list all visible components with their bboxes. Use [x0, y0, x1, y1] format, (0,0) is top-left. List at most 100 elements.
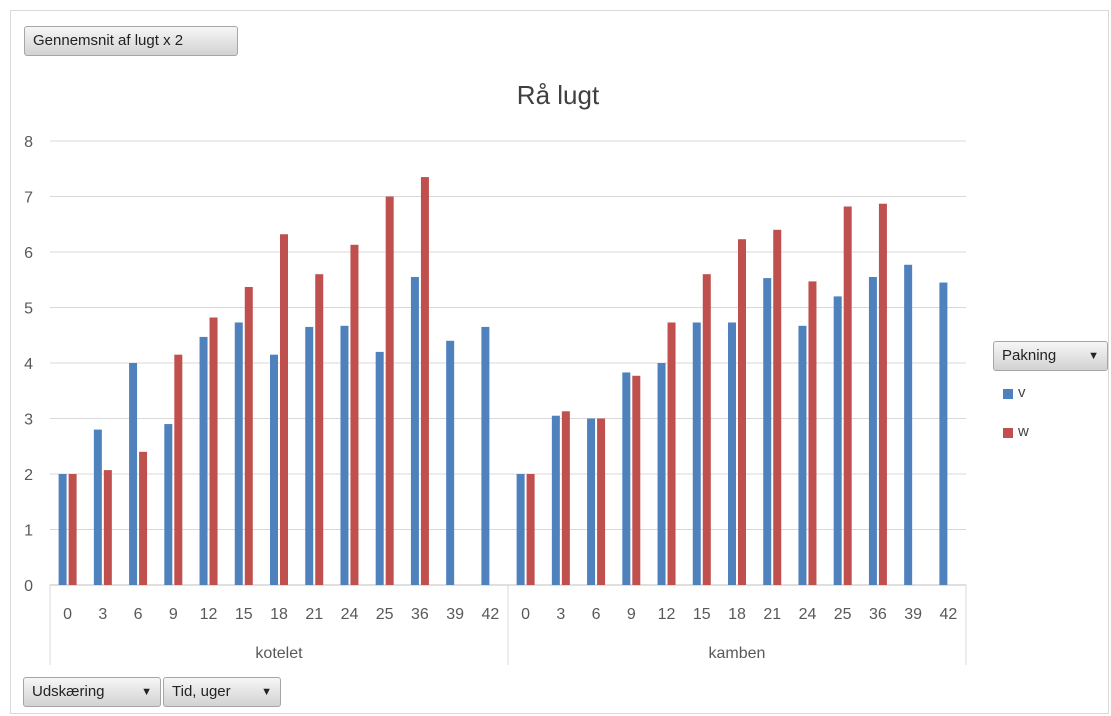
bar-w — [878, 203, 887, 585]
legend-swatch-v — [1003, 389, 1013, 399]
y-tick-label: 6 — [24, 245, 33, 262]
cut-filter-label: Udskæring — [32, 683, 105, 700]
y-tick-label: 3 — [24, 412, 33, 429]
x-tick-label: 39 — [446, 606, 464, 623]
bar-v — [798, 325, 807, 585]
y-tick-label: 0 — [24, 578, 33, 595]
x-tick-label: 15 — [693, 606, 711, 623]
x-tick-label: 0 — [63, 606, 72, 623]
x-tick-label: 3 — [98, 606, 107, 623]
time-filter-label: Tid, uger — [172, 683, 231, 700]
x-tick-label: 24 — [799, 606, 817, 623]
x-tick-label: 9 — [169, 606, 178, 623]
bar-v — [305, 326, 314, 585]
bar-v — [904, 264, 913, 585]
x-tick-label: 6 — [592, 606, 601, 623]
value-field-label: Gennemsnit af lugt x 2 — [33, 32, 184, 49]
x-tick-label: 6 — [134, 606, 143, 623]
group-label: kamben — [709, 645, 766, 662]
x-tick-label: 42 — [939, 606, 957, 623]
bar-v — [199, 336, 208, 585]
bar-w — [139, 451, 148, 585]
x-tick-label: 18 — [728, 606, 746, 623]
dropdown-arrow-icon: ▼ — [1088, 350, 1099, 362]
x-tick-label: 3 — [556, 606, 565, 623]
bar-w — [667, 322, 676, 585]
bar-v — [375, 351, 384, 585]
y-tick-label: 1 — [24, 523, 33, 540]
bar-v — [728, 322, 736, 585]
x-tick-label: 25 — [834, 606, 852, 623]
bar-w — [209, 317, 218, 585]
bar-w — [561, 411, 570, 585]
dropdown-arrow-icon: ▼ — [261, 686, 272, 698]
x-tick-label: 15 — [235, 606, 253, 623]
bar-v — [868, 276, 877, 585]
bar-w — [843, 206, 852, 586]
bar-v — [340, 325, 349, 585]
bar-v — [551, 415, 560, 585]
y-tick-label: 2 — [24, 467, 33, 484]
x-tick-label: 42 — [481, 606, 499, 623]
dropdown-arrow-icon: ▼ — [141, 686, 152, 698]
bar-w — [420, 177, 429, 585]
bar-w — [280, 234, 288, 586]
bar-w — [315, 274, 324, 585]
x-tick-label: 25 — [376, 606, 394, 623]
y-tick-label: 4 — [24, 356, 33, 373]
bar-v — [692, 322, 701, 585]
bar-v — [446, 340, 455, 585]
bar-v — [58, 474, 67, 585]
x-tick-label: 12 — [200, 606, 218, 623]
bar-w — [174, 354, 183, 585]
cut-filter-button[interactable]: Udskæring ▼ — [23, 677, 161, 707]
bar-w — [632, 375, 641, 585]
x-tick-label: 9 — [627, 606, 636, 623]
time-filter-button[interactable]: Tid, uger ▼ — [163, 677, 281, 707]
bar-v — [763, 278, 772, 585]
bar-v — [587, 418, 596, 585]
legend-swatch-w — [1003, 428, 1013, 438]
chart-frame — [10, 10, 1109, 714]
bar-v — [481, 326, 490, 585]
bar-w — [808, 281, 817, 585]
bar-v — [622, 372, 631, 585]
bar-w — [597, 418, 606, 585]
legend-label-w: w — [1018, 423, 1029, 440]
packing-filter-button[interactable]: Pakning ▼ — [993, 341, 1108, 371]
bar-w — [103, 470, 112, 585]
bar-v — [93, 429, 102, 585]
legend-label-v: v — [1018, 384, 1026, 401]
x-tick-label: 0 — [521, 606, 530, 623]
bar-w — [738, 239, 746, 586]
value-field-button[interactable]: Gennemsnit af lugt x 2 — [24, 26, 238, 56]
packing-filter-label: Pakning — [1002, 347, 1057, 364]
bar-w — [526, 474, 535, 585]
bar-w — [350, 244, 359, 585]
x-tick-label: 39 — [904, 606, 922, 623]
bar-v — [270, 354, 278, 585]
bar-v — [129, 363, 138, 585]
bar-w — [773, 229, 782, 586]
x-tick-label: 24 — [341, 606, 359, 623]
y-tick-label: 5 — [24, 301, 33, 318]
bar-w — [244, 286, 253, 585]
x-tick-label: 12 — [658, 606, 676, 623]
group-label: kotelet — [255, 645, 303, 662]
bar-v — [410, 276, 419, 585]
y-tick-label: 8 — [24, 134, 33, 151]
x-tick-label: 21 — [305, 606, 323, 623]
x-tick-label: 21 — [763, 606, 781, 623]
bar-w — [385, 196, 394, 585]
x-tick-label: 36 — [411, 606, 429, 623]
x-tick-label: 36 — [869, 606, 887, 623]
bar-w — [68, 474, 77, 585]
bar-v — [234, 322, 243, 585]
bar-w — [702, 274, 711, 585]
bar-v — [516, 474, 525, 585]
bar-v — [657, 363, 666, 585]
bar-v — [939, 282, 948, 585]
bar-v — [164, 424, 173, 585]
chart-title: Rå lugt — [517, 80, 600, 110]
